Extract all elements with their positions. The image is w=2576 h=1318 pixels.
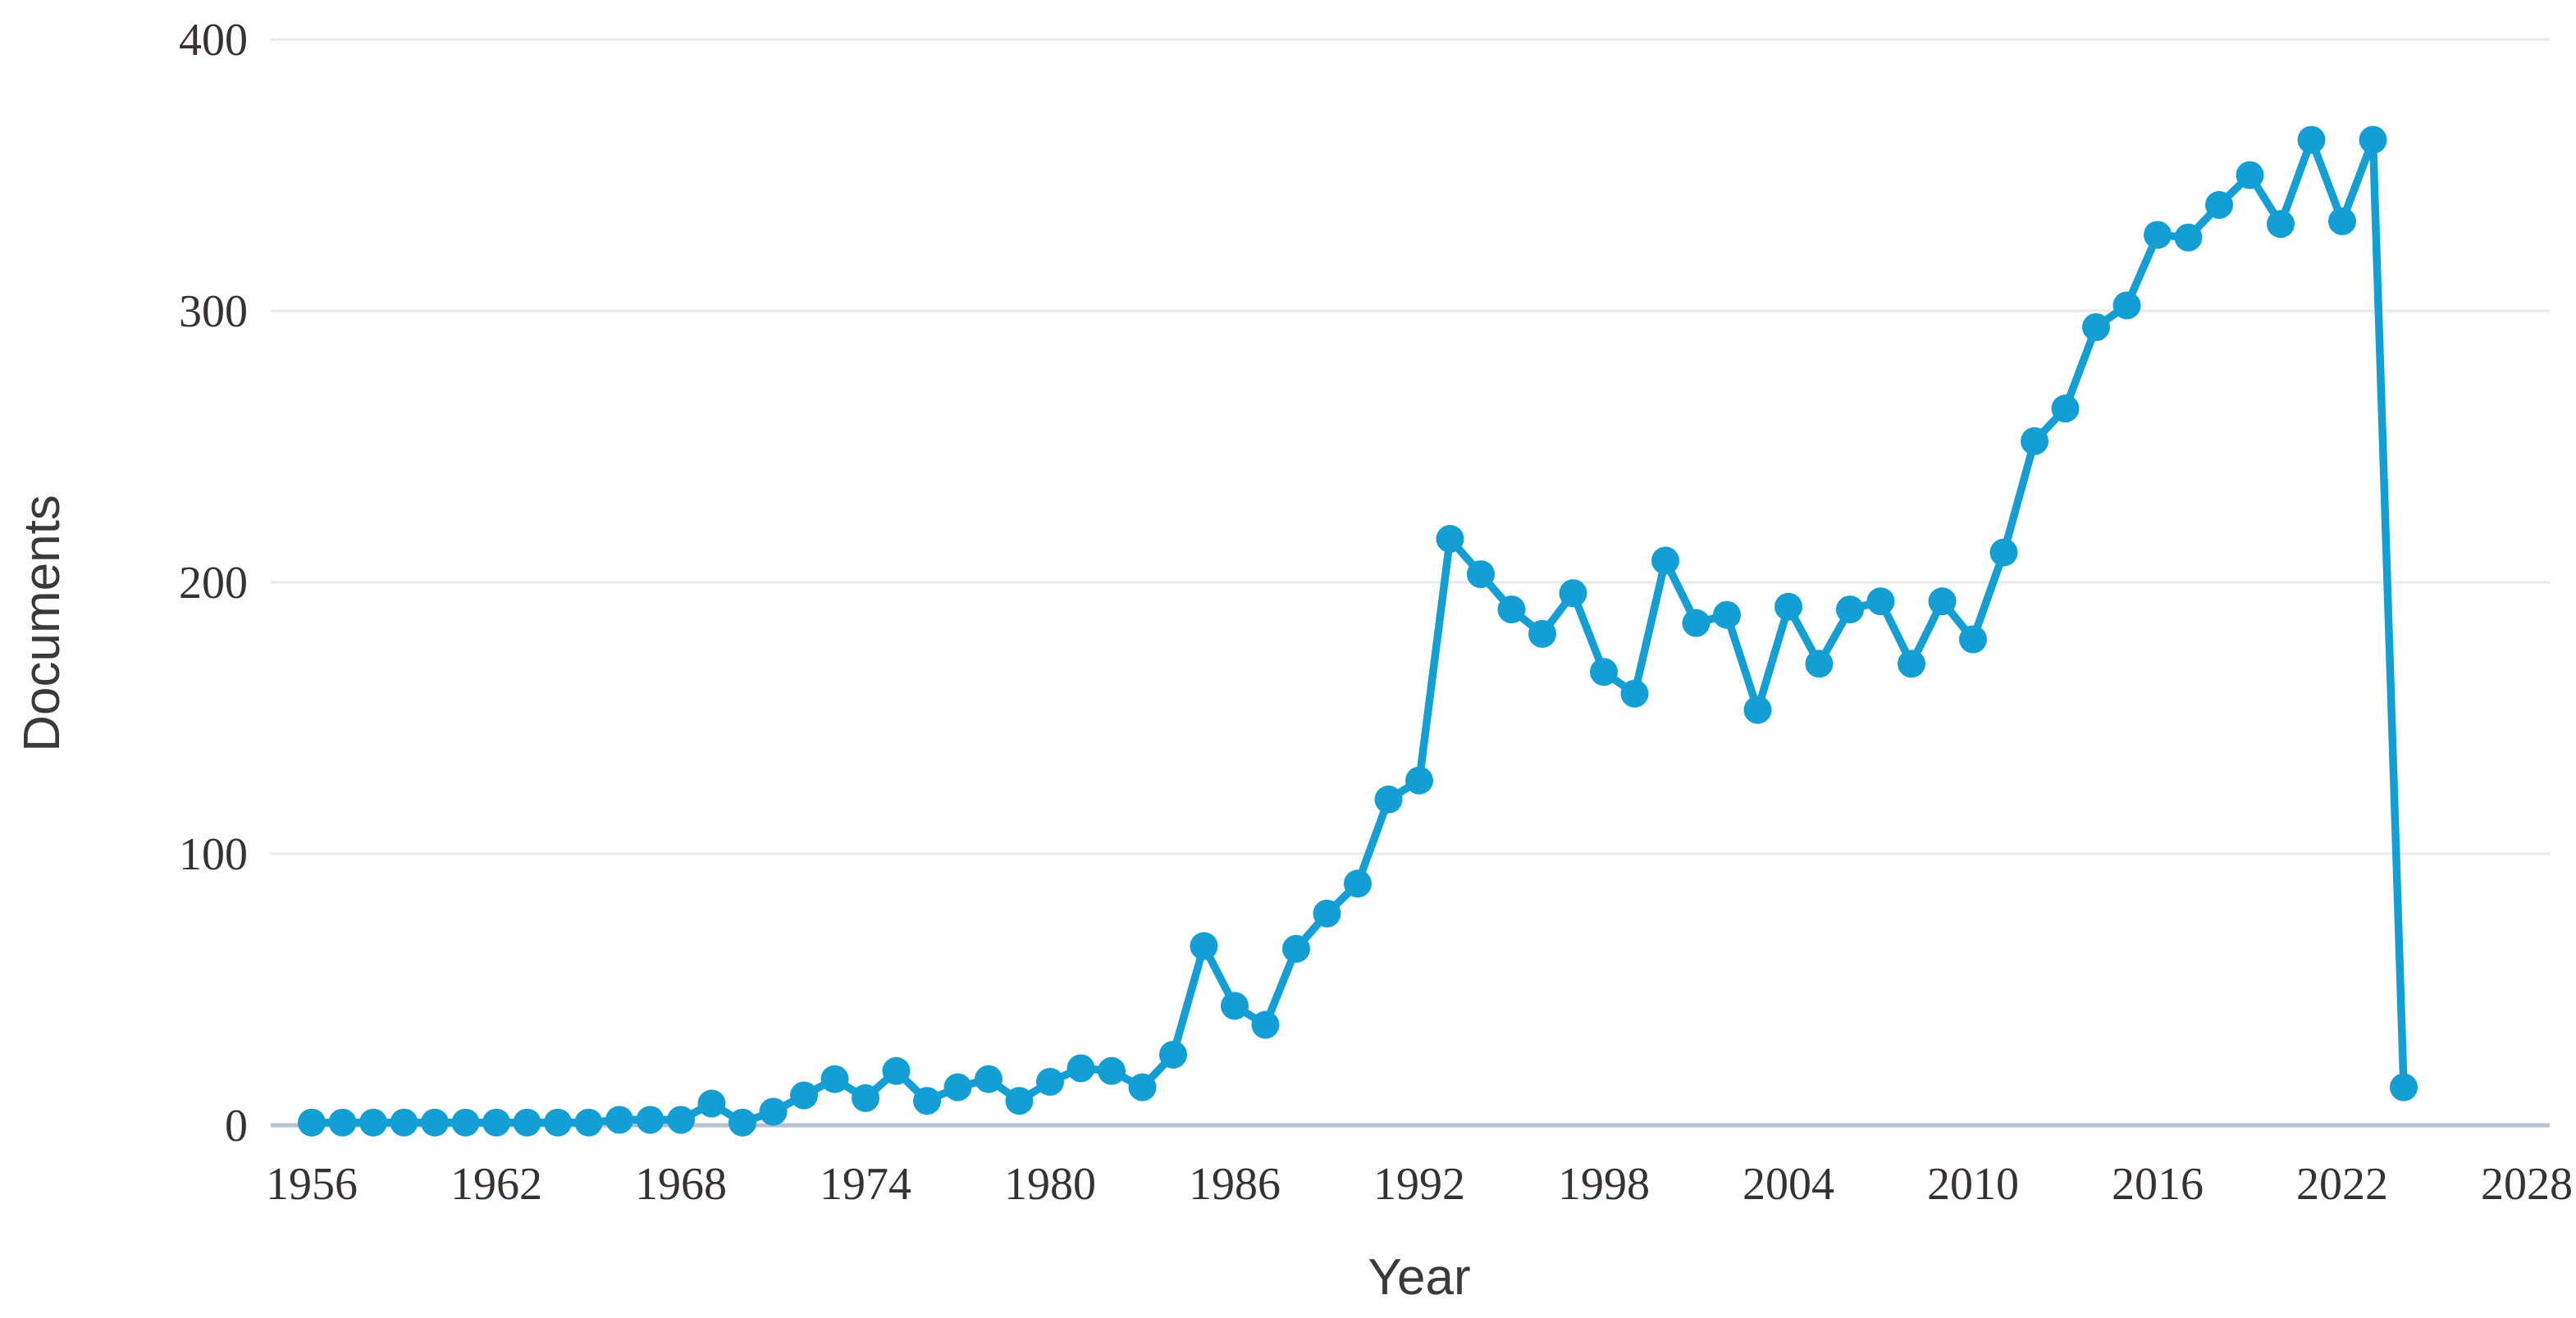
data-point-1975 — [882, 1056, 911, 1085]
data-point-2013 — [2051, 394, 2080, 423]
x-tick-label: 2022 — [2296, 1159, 2388, 1210]
data-point-1980 — [1036, 1068, 1064, 1097]
data-point-2022 — [2328, 207, 2356, 235]
data-point-1986 — [1221, 992, 1249, 1020]
data-point-1983 — [1128, 1073, 1157, 1101]
data-point-1987 — [1251, 1010, 1280, 1039]
data-point-2001 — [1682, 609, 1710, 637]
data-point-1961 — [451, 1108, 480, 1137]
data-point-1960 — [421, 1108, 449, 1137]
data-point-2002 — [1713, 600, 1741, 629]
data-point-2009 — [1928, 587, 1957, 616]
data-point-1967 — [636, 1106, 665, 1134]
y-tick-label: 200 — [179, 558, 248, 609]
data-point-1970 — [728, 1108, 756, 1137]
x-tick-label: 1998 — [1558, 1159, 1650, 1210]
x-tick-label: 1968 — [635, 1159, 727, 1210]
data-point-1966 — [605, 1106, 633, 1134]
y-tick-label: 300 — [179, 286, 248, 337]
data-point-1979 — [1005, 1087, 1034, 1115]
data-point-1956 — [298, 1108, 326, 1137]
x-axis-title: Year — [1368, 1249, 1470, 1306]
x-tick-label: 2010 — [1927, 1159, 2019, 1210]
x-tick-label: 1956 — [266, 1159, 358, 1210]
data-point-1977 — [943, 1073, 972, 1101]
data-point-1981 — [1066, 1054, 1095, 1083]
data-point-2008 — [1898, 650, 1925, 678]
data-point-1974 — [852, 1083, 879, 1112]
data-point-1988 — [1282, 934, 1310, 963]
data-point-1964 — [544, 1108, 572, 1137]
data-point-1997 — [1559, 579, 1587, 608]
data-point-2016 — [2144, 221, 2172, 249]
x-tick-label: 1980 — [1004, 1159, 1096, 1210]
data-point-2015 — [2112, 291, 2141, 320]
data-point-2024 — [2390, 1073, 2418, 1101]
x-tick-label: 2016 — [2112, 1159, 2204, 1210]
documents-series-line — [308, 135, 2408, 1127]
data-point-2004 — [1774, 592, 1802, 621]
data-point-2007 — [1866, 587, 1895, 616]
x-tick-label: 1992 — [1373, 1159, 1465, 1210]
data-point-2010 — [1959, 625, 1987, 654]
data-point-1965 — [574, 1108, 603, 1137]
data-point-2014 — [2082, 312, 2110, 341]
data-point-1989 — [1313, 899, 1341, 928]
y-axis-title: Documents — [14, 495, 71, 752]
x-tick-label: 2028 — [2481, 1159, 2573, 1210]
data-point-2006 — [1836, 595, 1864, 624]
data-point-1972 — [790, 1081, 818, 1110]
y-tick-label: 100 — [179, 829, 248, 880]
data-point-1993 — [1436, 525, 1464, 554]
data-point-1963 — [513, 1108, 541, 1137]
data-point-1958 — [359, 1108, 387, 1137]
x-tick-label: 1974 — [820, 1159, 911, 1210]
data-point-1996 — [1528, 619, 1556, 648]
data-point-1995 — [1497, 595, 1526, 624]
y-tick-label: 0 — [225, 1101, 248, 1152]
data-point-2019 — [2236, 161, 2264, 189]
data-point-1969 — [697, 1089, 726, 1118]
data-point-1992 — [1405, 766, 1433, 795]
data-point-1999 — [1620, 679, 1649, 708]
x-tick-label: 1986 — [1189, 1159, 1281, 1210]
data-point-1971 — [759, 1097, 788, 1126]
data-point-1990 — [1344, 869, 1372, 898]
data-point-1982 — [1098, 1056, 1126, 1085]
data-point-1994 — [1467, 560, 1495, 589]
data-point-2020 — [2267, 210, 2295, 239]
data-point-1998 — [1590, 658, 1618, 686]
x-tick-label: 1962 — [450, 1159, 542, 1210]
data-point-1984 — [1159, 1040, 1187, 1069]
data-point-2000 — [1651, 546, 1679, 575]
data-point-1957 — [328, 1108, 357, 1137]
data-point-1973 — [820, 1065, 849, 1093]
data-point-1978 — [975, 1065, 1003, 1093]
data-point-2023 — [2359, 125, 2387, 154]
data-point-2005 — [1805, 650, 1834, 678]
data-point-2018 — [2205, 190, 2233, 219]
data-point-1985 — [1190, 932, 1218, 960]
x-tick-label: 2004 — [1742, 1159, 1834, 1210]
data-point-2012 — [2021, 426, 2048, 455]
data-point-2021 — [2297, 125, 2326, 154]
data-point-1959 — [390, 1108, 418, 1137]
y-tick-label: 400 — [179, 15, 248, 66]
data-point-1976 — [913, 1087, 941, 1115]
data-point-2017 — [2174, 223, 2203, 252]
data-point-2003 — [1743, 695, 1772, 724]
data-point-1968 — [667, 1106, 695, 1134]
data-point-2011 — [1989, 538, 2018, 567]
data-point-1962 — [482, 1108, 510, 1137]
data-point-1991 — [1374, 785, 1403, 814]
